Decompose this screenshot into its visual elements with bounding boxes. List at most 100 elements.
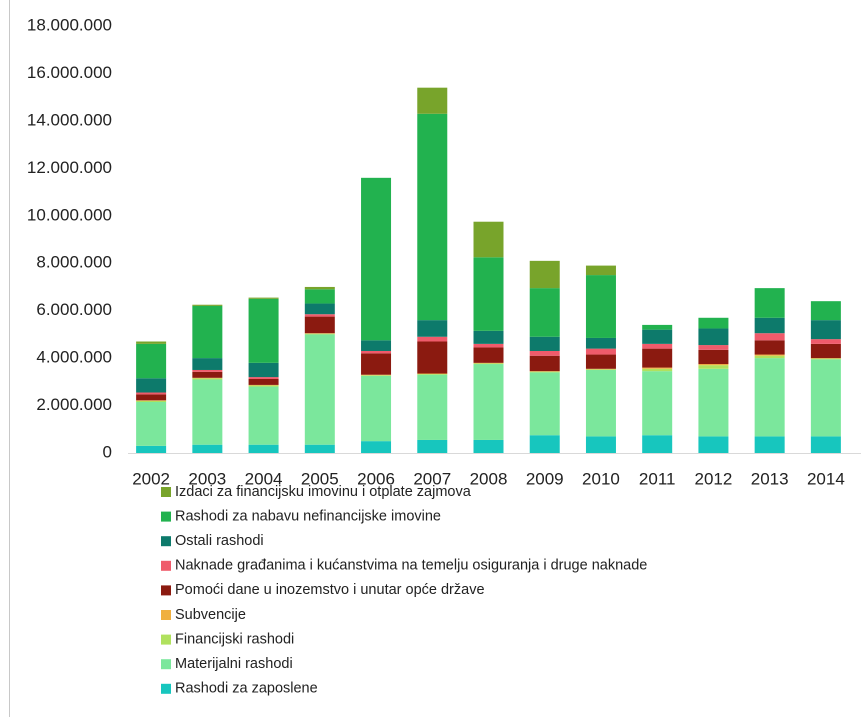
- bar-segment: [248, 377, 279, 379]
- bar-segment: [698, 349, 729, 365]
- bar-segment: [529, 435, 560, 453]
- legend-swatch: [161, 683, 171, 694]
- bar-segment: [192, 305, 223, 359]
- bar-segment: [248, 298, 279, 363]
- bar-segment: [754, 333, 785, 341]
- bar-segment: [810, 436, 841, 453]
- bar-segment: [361, 340, 392, 351]
- bar-segment: [698, 436, 729, 453]
- bar-segment: [810, 343, 841, 359]
- bar-segment: [754, 340, 785, 355]
- bar-segment: [473, 330, 504, 344]
- y-tick-label: 6.000.000: [36, 300, 112, 319]
- bar-segment: [529, 336, 560, 351]
- legend-label: Financijski rashodi: [175, 631, 294, 647]
- bar-segment: [529, 372, 560, 436]
- y-tick-label: 14.000.000: [27, 110, 112, 129]
- bar-segment: [192, 358, 223, 370]
- legend-label: Subvencije: [175, 607, 246, 623]
- y-tick-label: 2.000.000: [36, 395, 112, 414]
- bar-segment: [698, 364, 729, 366]
- bar-segment: [810, 358, 841, 360]
- bar-segment: [304, 286, 335, 290]
- bar-segment: [698, 317, 729, 329]
- bar-segment: [529, 260, 560, 289]
- bar-segment: [754, 317, 785, 334]
- legend-label: Izdaci za financijsku imovinu i otplate …: [175, 484, 472, 500]
- bar-segment: [136, 394, 167, 401]
- x-tick-label: 2006: [357, 469, 395, 488]
- bar-segment: [473, 343, 504, 348]
- x-tick-label: 2009: [526, 469, 564, 488]
- bar-segment: [585, 275, 616, 338]
- x-tick-label: 2007: [413, 469, 451, 488]
- legend-swatch: [161, 511, 171, 522]
- bar-segment: [754, 436, 785, 453]
- bar-segment: [248, 386, 279, 445]
- bar-segment: [473, 363, 504, 365]
- legend-label: Naknade građanima i kućanstvima na temel…: [175, 558, 647, 574]
- bar-segment: [361, 441, 392, 453]
- x-tick-label: 2011: [639, 469, 676, 488]
- x-tick-label: 2002: [132, 469, 170, 488]
- bar-segment: [248, 385, 279, 387]
- legend-label: Ostali rashodi: [175, 533, 264, 549]
- legend-label: Rashodi za zaposlene: [175, 681, 318, 697]
- bar-segment: [192, 378, 223, 380]
- bar-segment: [136, 445, 167, 453]
- y-tick-label: 12.000.000: [27, 158, 112, 177]
- bar-segment: [248, 444, 279, 453]
- bar-segment: [810, 359, 841, 437]
- bar-segment: [417, 113, 448, 321]
- bar-segment: [304, 316, 335, 334]
- bar-segment: [585, 369, 616, 370]
- bar-segment: [585, 369, 616, 437]
- bar-segment: [810, 339, 841, 344]
- x-tick-label: 2004: [245, 469, 283, 488]
- legend-label: Rashodi za nabavu nefinancijske imovine: [175, 508, 441, 524]
- legend-swatch: [161, 585, 171, 596]
- bar-segment: [642, 329, 673, 344]
- bar-segment: [698, 345, 729, 350]
- bar-segment: [361, 350, 392, 354]
- bar-segment: [192, 369, 223, 372]
- legend-swatch: [161, 560, 171, 571]
- bar-segment: [810, 301, 841, 321]
- bar-segment: [698, 328, 729, 346]
- y-tick-label: 16.000.000: [27, 63, 112, 82]
- bar-segment: [698, 368, 729, 437]
- x-tick-label: 2003: [188, 469, 226, 488]
- bar-segment: [304, 289, 335, 304]
- bar-segment: [642, 348, 673, 368]
- x-tick-label: 2008: [470, 469, 508, 488]
- bar-segment: [304, 314, 335, 317]
- bar-segment: [698, 365, 729, 369]
- bar-segment: [642, 368, 673, 372]
- bar-segment: [192, 304, 223, 306]
- bar-segment: [754, 288, 785, 318]
- bar-segment: [585, 354, 616, 369]
- legend-swatch: [161, 487, 171, 497]
- x-tick-label: 2005: [301, 469, 339, 488]
- legend-swatch: [161, 634, 171, 645]
- x-tick-label: 2010: [582, 469, 620, 488]
- bar-segment: [417, 374, 448, 375]
- legend-swatch: [161, 536, 171, 547]
- x-tick-label: 2013: [751, 469, 789, 488]
- y-tick-label: 10.000.000: [27, 205, 112, 224]
- legend-label: Materijalni rashodi: [175, 656, 293, 672]
- bar-segment: [248, 378, 279, 385]
- bar-segment: [417, 87, 448, 114]
- bar-segment: [136, 401, 167, 446]
- bar-segment: [304, 444, 335, 453]
- bar-segment: [304, 303, 335, 315]
- bar-segment: [361, 177, 392, 341]
- bar-segment: [473, 221, 504, 258]
- bar-segment: [304, 334, 335, 445]
- x-tick-label: 2014: [807, 469, 845, 488]
- bar-segment: [585, 265, 616, 276]
- bar-segment: [136, 341, 167, 344]
- bar-segment: [417, 320, 448, 337]
- bar-segment: [754, 358, 785, 437]
- bar-segment: [417, 336, 448, 342]
